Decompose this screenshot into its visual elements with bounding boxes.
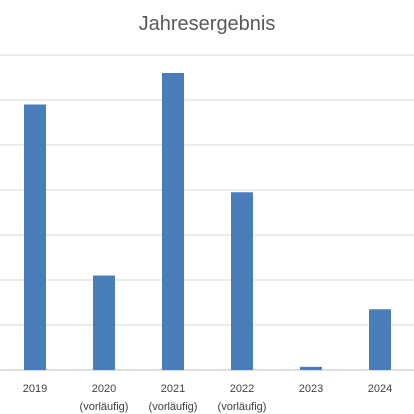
x-tick-note: (vorläufig) bbox=[218, 401, 267, 413]
x-tick-label: 2021 bbox=[161, 383, 185, 395]
gridlines bbox=[0, 54, 414, 371]
x-tick-label: 2019 bbox=[23, 383, 47, 395]
x-tick-label: 2022 bbox=[230, 383, 254, 395]
bar-2020 bbox=[93, 275, 115, 370]
bar-2019 bbox=[24, 104, 46, 370]
x-tick-label: 2023 bbox=[299, 383, 323, 395]
bar-2024 bbox=[369, 309, 391, 370]
x-tick-note: (vorläufig) bbox=[80, 401, 129, 413]
bar-2021 bbox=[162, 73, 184, 370]
x-tick-note: (vorläufig) bbox=[149, 401, 198, 413]
x-tick-label: 2024 bbox=[368, 383, 392, 395]
bar-2022 bbox=[231, 192, 253, 370]
bars bbox=[24, 73, 391, 370]
bar-2023 bbox=[300, 366, 322, 370]
x-tick-label: 2020 bbox=[92, 383, 116, 395]
x-axis-labels: 2019 2020 (vorläufig) 2021 (vorläufig) 2022 (v… bbox=[23, 383, 392, 413]
chart-title: Jahresergebnis bbox=[139, 13, 276, 35]
